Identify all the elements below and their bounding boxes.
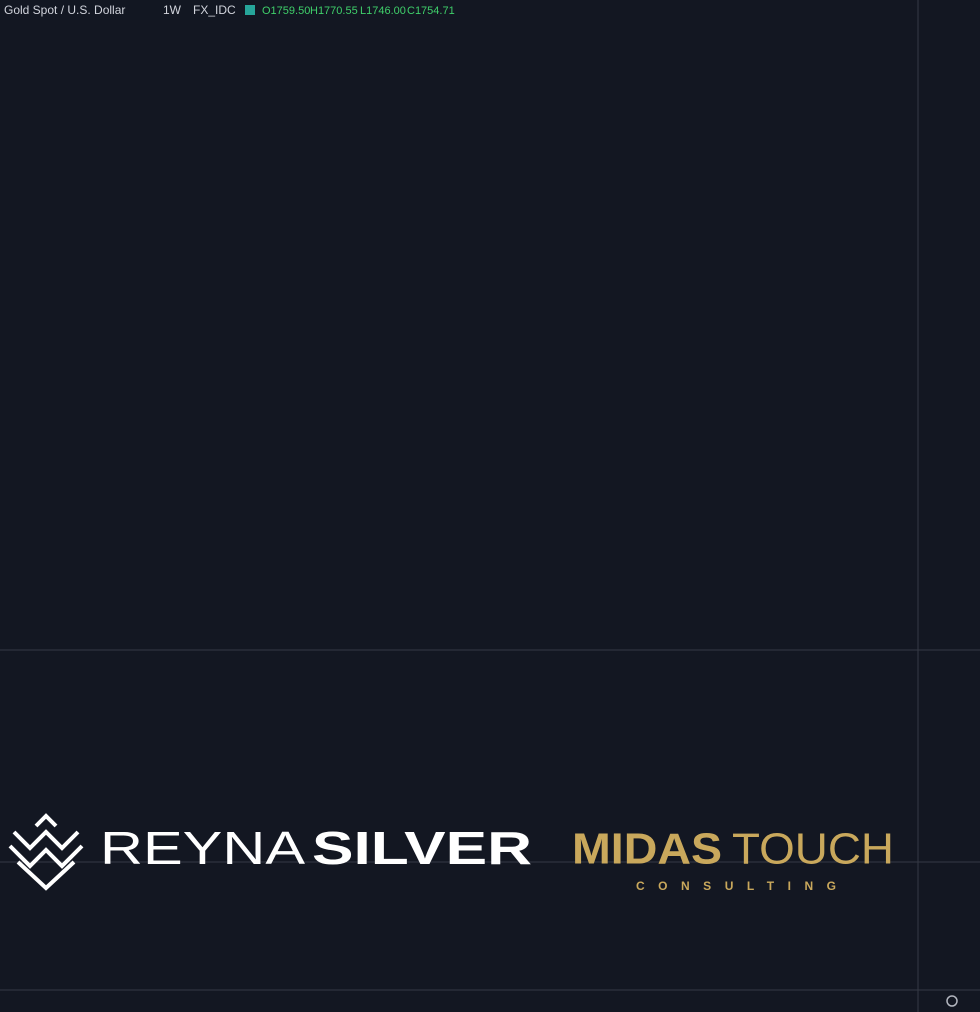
logo-text: MIDAS bbox=[572, 825, 722, 874]
symbol-title: Gold Spot / U.S. Dollar bbox=[4, 3, 125, 17]
status-icon bbox=[245, 5, 255, 15]
ohlc-open: O1759.50 bbox=[262, 5, 310, 17]
ohlc-high: H1770.55 bbox=[310, 5, 358, 17]
logo-reyna: REYNA SILVER bbox=[8, 813, 532, 891]
header: Gold Spot / U.S. Dollar 1W FX_IDC O1759.… bbox=[0, 0, 455, 20]
logo-text: TOUCH bbox=[732, 825, 894, 874]
logo-text: REYNA bbox=[100, 822, 305, 874]
logo-icon bbox=[8, 813, 84, 891]
ohlc-low: L1746.00 bbox=[360, 5, 406, 17]
interval: 1W bbox=[163, 3, 182, 17]
ohlc-close: C1754.71 bbox=[407, 5, 455, 17]
header-bg bbox=[0, 0, 342, 20]
logo-text: SILVER bbox=[312, 822, 532, 874]
source: FX_IDC bbox=[193, 3, 236, 17]
settings-icon[interactable] bbox=[946, 995, 958, 1007]
